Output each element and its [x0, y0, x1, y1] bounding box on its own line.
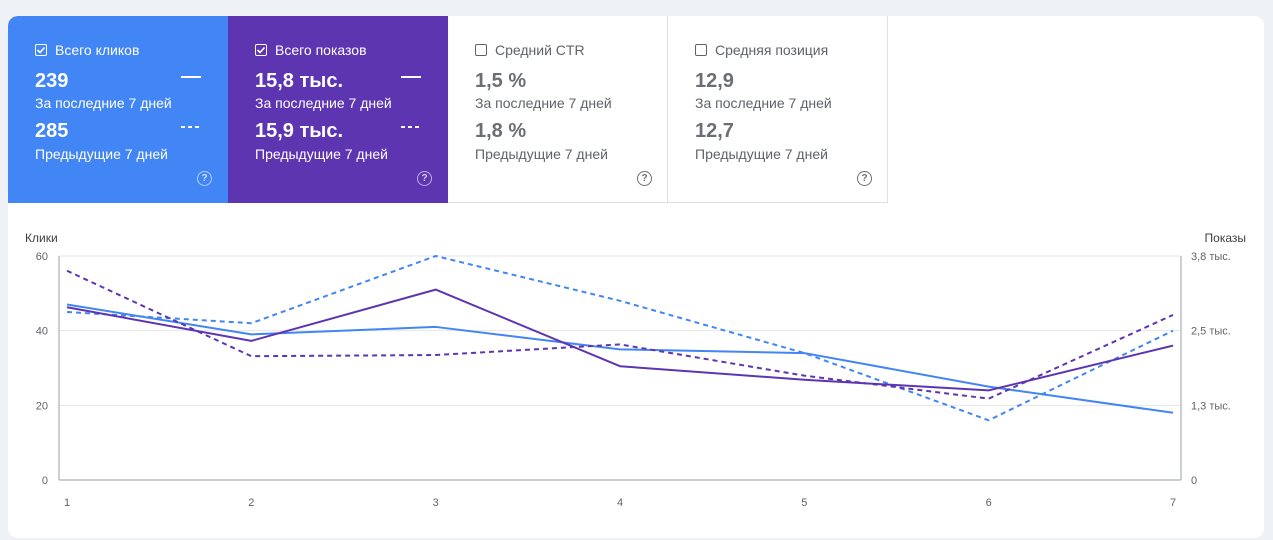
- tile-title: Всего кликов: [55, 42, 140, 58]
- left-tick-label: 40: [36, 326, 48, 338]
- checkbox-checked-icon[interactable]: [255, 44, 267, 56]
- dashed-line-legend-icon: [401, 126, 421, 128]
- help-icon[interactable]: ?: [637, 171, 652, 186]
- previous-value: 1,8 %: [475, 120, 527, 142]
- current-period-label: За последние 7 дней: [695, 95, 832, 111]
- chart-series: [66, 255, 1174, 422]
- left-axis-title: Клики: [25, 231, 58, 245]
- tile-title: Средний CTR: [495, 42, 585, 58]
- x-tick-label: 1: [64, 497, 70, 509]
- x-tick-label: 7: [1170, 497, 1176, 509]
- chart-grid: [58, 255, 1182, 481]
- current-period-label: За последние 7 дней: [35, 95, 172, 111]
- current-value: 15,8 тыс.: [255, 70, 344, 92]
- current-value: 239: [35, 70, 69, 92]
- right-tick-label: 1,3 тыс.: [1191, 400, 1231, 412]
- previous-period-label: Предыдущие 7 дней: [695, 146, 828, 162]
- performance-line-chart: 0 020 1,3 тыс.40 2,5 тыс.60 3,8 тыс.1 2 3 4 5 6 7 …: [25, 231, 1246, 509]
- current-period-label: За последние 7 дней: [475, 95, 612, 111]
- tile-header: Средний CTR: [475, 42, 667, 58]
- tile-total-clicks[interactable]: Всего кликов 239 За последние 7 дней 285…: [8, 16, 228, 203]
- help-icon[interactable]: ?: [197, 171, 212, 186]
- left-tick-label: 0: [42, 475, 48, 487]
- series-line-3: [66, 288, 1174, 392]
- tile-title: Всего показов: [275, 42, 367, 58]
- current-value: 12,9: [695, 70, 734, 92]
- right-tick-label: 2,5 тыс.: [1191, 326, 1231, 338]
- x-tick-label: 6: [986, 497, 992, 509]
- x-tick-label: 4: [617, 497, 623, 509]
- previous-value: 15,9 тыс.: [255, 120, 344, 142]
- previous-value: 285: [35, 120, 69, 142]
- tile-total-impressions[interactable]: Всего показов 15,8 тыс. За последние 7 д…: [228, 16, 448, 203]
- right-tick-label: 3,8 тыс.: [1191, 251, 1231, 263]
- tile-title: Средняя позиция: [715, 42, 829, 58]
- tile-header: Всего кликов: [35, 42, 228, 58]
- metric-tiles: Всего кликов 239 За последние 7 дней 285…: [8, 16, 888, 203]
- previous-period-label: Предыдущие 7 дней: [475, 146, 608, 162]
- left-tick-label: 60: [36, 251, 48, 263]
- current-period-label: За последние 7 дней: [255, 95, 392, 111]
- x-tick-label: 2: [248, 497, 254, 509]
- chart-ticks: 0 0 20 1,3 тыс. 40 2,5 тыс. 60 3,8 тыс. 1 2 3 4 5 6 7: [36, 251, 1231, 509]
- checkbox-unchecked-icon[interactable]: [475, 44, 487, 56]
- tile-header: Всего показов: [255, 42, 448, 58]
- right-tick-label: 0: [1191, 475, 1197, 487]
- tile-header: Средняя позиция: [695, 42, 887, 58]
- x-tick-label: 3: [433, 497, 439, 509]
- dashed-line-legend-icon: [181, 126, 201, 128]
- x-tick-label: 5: [801, 497, 807, 509]
- right-axis-title: Показы: [1205, 231, 1246, 245]
- previous-period-label: Предыдущие 7 дней: [255, 146, 388, 162]
- left-tick-label: 20: [36, 400, 48, 412]
- series-line-2: [66, 255, 1174, 422]
- series-line-1: [66, 303, 1174, 414]
- tile-average-position[interactable]: Средняя позиция 12,9 За последние 7 дней…: [668, 16, 888, 203]
- tile-average-ctr[interactable]: Средний CTR 1,5 % За последние 7 дней 1,…: [448, 16, 668, 203]
- solid-line-legend-icon: [181, 76, 201, 78]
- help-icon[interactable]: ?: [417, 171, 432, 186]
- previous-period-label: Предыдущие 7 дней: [35, 146, 168, 162]
- previous-value: 12,7: [695, 120, 734, 142]
- performance-card: Всего кликов 239 За последние 7 дней 285…: [8, 16, 1264, 538]
- help-icon[interactable]: ?: [857, 171, 872, 186]
- checkbox-unchecked-icon[interactable]: [695, 44, 707, 56]
- series-line-4: [66, 269, 1174, 400]
- solid-line-legend-icon: [401, 76, 421, 78]
- checkbox-checked-icon[interactable]: [35, 44, 47, 56]
- current-value: 1,5 %: [475, 70, 527, 92]
